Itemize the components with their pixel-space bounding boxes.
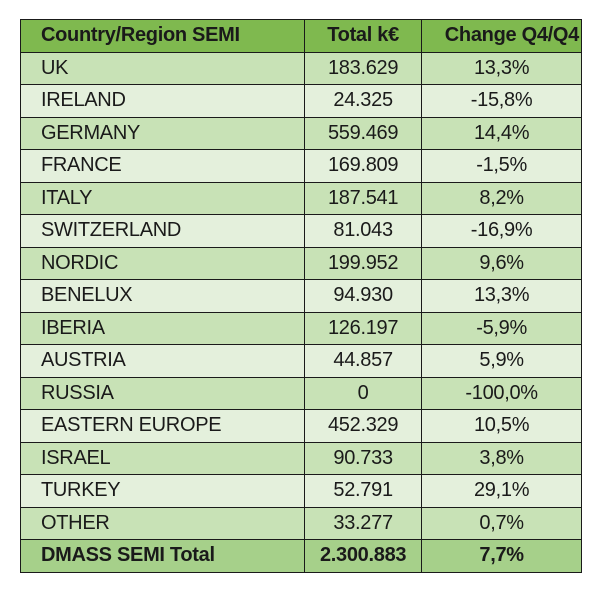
country-cell: TURKEY [20,474,305,508]
total-total-cell: 2.300.883 [303,539,423,573]
header-total: Total k€ [303,19,423,53]
header-change: Change Q4/Q4 [421,19,582,53]
table-row: ISRAEL 90.733 3,8% [20,441,582,475]
table-row: RUSSIA 0 -100,0% [20,376,582,410]
table-row: ITALY 187.541 8,2% [20,181,582,215]
change-cell: 13,3% [421,51,582,85]
country-cell: AUSTRIA [20,344,305,378]
table-row: IBERIA 126.197 -5,9% [20,311,582,345]
change-cell: 0,7% [421,506,582,540]
table-row: SWITZERLAND 81.043 -16,9% [20,214,582,248]
country-cell: SWITZERLAND [20,214,305,248]
country-cell: IRELAND [20,84,305,118]
total-country-cell: DMASS SEMI Total [20,539,305,573]
change-cell: 29,1% [421,474,582,508]
table-row: UK 183.629 13,3% [20,51,582,85]
total-cell: 0 [303,376,423,410]
change-cell: 10,5% [421,409,582,443]
change-cell: 9,6% [421,246,582,280]
change-cell: 8,2% [421,181,582,215]
total-cell: 199.952 [303,246,423,280]
country-cell: EASTERN EUROPE [20,409,305,443]
table-row: NORDIC 199.952 9,6% [20,246,582,280]
table-row: IRELAND 24.325 -15,8% [20,84,582,118]
semi-sales-table: Country/Region SEMI Total k€ Change Q4/Q… [20,19,582,573]
total-change-cell: 7,7% [421,539,582,573]
total-cell: 559.469 [303,116,423,150]
total-cell: 183.629 [303,51,423,85]
total-cell: 44.857 [303,344,423,378]
country-cell: ITALY [20,181,305,215]
country-cell: NORDIC [20,246,305,280]
change-cell: -16,9% [421,214,582,248]
total-cell: 81.043 [303,214,423,248]
header-country: Country/Region SEMI [20,19,305,53]
country-cell: OTHER [20,506,305,540]
country-cell: ISRAEL [20,441,305,475]
table-row: GERMANY 559.469 14,4% [20,116,582,150]
change-cell: 14,4% [421,116,582,150]
table-row: OTHER 33.277 0,7% [20,506,582,540]
header-row: Country/Region SEMI Total k€ Change Q4/Q… [20,19,582,53]
table-row: TURKEY 52.791 29,1% [20,474,582,508]
total-cell: 187.541 [303,181,423,215]
total-cell: 169.809 [303,149,423,183]
change-cell: -15,8% [421,84,582,118]
country-cell: UK [20,51,305,85]
table-row: BENELUX 94.930 13,3% [20,279,582,313]
total-cell: 126.197 [303,311,423,345]
country-cell: FRANCE [20,149,305,183]
table-row: FRANCE 169.809 -1,5% [20,149,582,183]
total-cell: 24.325 [303,84,423,118]
total-cell: 33.277 [303,506,423,540]
change-cell: -100,0% [421,376,582,410]
total-cell: 52.791 [303,474,423,508]
country-cell: BENELUX [20,279,305,313]
change-cell: -5,9% [421,311,582,345]
country-cell: GERMANY [20,116,305,150]
change-cell: 3,8% [421,441,582,475]
table-row: AUSTRIA 44.857 5,9% [20,344,582,378]
change-cell: -1,5% [421,149,582,183]
change-cell: 5,9% [421,344,582,378]
country-cell: IBERIA [20,311,305,345]
table-row: EASTERN EUROPE 452.329 10,5% [20,409,582,443]
country-cell: RUSSIA [20,376,305,410]
total-cell: 94.930 [303,279,423,313]
total-cell: 90.733 [303,441,423,475]
total-cell: 452.329 [303,409,423,443]
total-row: DMASS SEMI Total 2.300.883 7,7% [20,539,582,573]
change-cell: 13,3% [421,279,582,313]
